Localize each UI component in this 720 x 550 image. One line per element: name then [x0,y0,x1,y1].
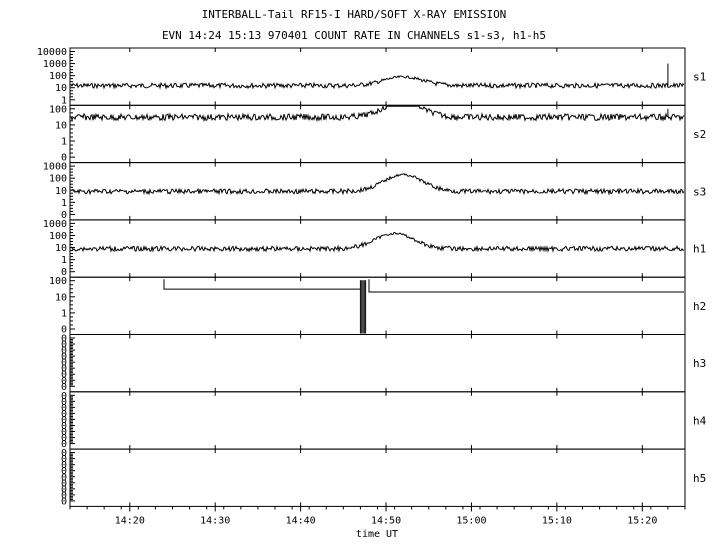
y-tick-label: 0 [61,460,67,471]
channel-label-h5: h5 [693,472,706,485]
y-tick-label: 0 [61,421,67,432]
y-tick-label: 0 [61,352,67,363]
y-tick-label: 0 [61,391,67,402]
y-tick-label: 0 [61,409,67,420]
y-tick-label: 1000 [43,162,67,173]
series-h2-step [368,279,684,293]
y-tick-label: 100 [49,174,67,185]
panel-frame [69,104,686,164]
channel-label-s1: s1 [693,71,706,84]
y-tick-label: 1000 [43,59,67,70]
x-tick-label: 14:40 [286,515,316,526]
y-tick-label: 10 [55,83,67,94]
x-axis: 14:20 14:30 14:40 14:50 15:00 15:10 15:20 [69,506,686,526]
x-tick-label: 14:30 [200,515,230,526]
channel-label-s3: s3 [693,185,706,198]
y-tick-label: 0 [61,334,67,345]
y-tick-label: 0 [61,397,67,408]
y-tick-label: 100 [49,231,67,242]
series-h2-step [163,279,361,290]
y-tick-label: 0 [61,496,67,507]
panels: 100001000100101s11001010s210001001010s31… [37,47,707,507]
y-tick-label: 10 [55,120,67,131]
chart-title: INTERBALL-Tail RF15-I HARD/SOFT X-RAY EM… [202,8,507,21]
y-tick-label: 0 [61,267,67,278]
y-tick-label: 0 [61,427,67,438]
chart-subtitle: EVN 14:24 15:13 970401 COUNT RATE IN CHA… [162,29,546,42]
y-tick-label: 0 [61,433,67,444]
y-tick-label: 0 [61,415,67,426]
y-tick-label: 1 [61,308,67,319]
y-tick-label: 1000 [43,219,67,230]
x-axis-label: time UT [356,529,398,540]
panel-frame [69,47,686,106]
y-tick-label: 0 [61,364,67,375]
y-tick-label: 0 [61,490,67,501]
y-tick-label: 0 [61,340,67,351]
y-tick-label: 0 [61,478,67,489]
x-tick-label: 15:10 [542,515,572,526]
y-tick-label: 0 [61,325,67,336]
y-tick-label: 0 [61,370,67,381]
channel-label-h2: h2 [693,300,706,313]
y-tick-label: 0 [61,376,67,387]
channel-label-h1: h1 [693,243,706,256]
y-tick-label: 0 [61,484,67,495]
y-tick-label: 100 [49,104,67,115]
series-s2 [70,105,685,123]
series-s3 [70,172,685,196]
y-tick-label: 0 [61,454,67,465]
y-tick-label: 0 [61,382,67,393]
y-tick-label: 0 [61,466,67,477]
y-tick-label: 100 [49,276,67,287]
channel-label-h3: h3 [693,357,706,370]
y-tick-label: 0 [61,153,67,164]
y-tick-label: 0 [61,346,67,357]
y-tick-label: 0 [61,439,67,450]
panel-frame [69,391,686,450]
y-tick-label: 1 [61,95,67,106]
panel-frame [69,448,686,507]
x-tick-label: 15:20 [627,515,657,526]
x-tick-label: 15:00 [456,515,486,526]
y-tick-label: 0 [61,358,67,369]
y-tick-label: 0 [61,210,67,221]
y-tick-label: 1 [61,255,67,266]
series-s1 [70,75,685,90]
channel-label-s2: s2 [693,128,706,141]
y-tick-label: 1 [61,198,67,209]
x-tick-label: 14:50 [371,515,401,526]
channel-label-h4: h4 [693,414,707,427]
y-tick-label: 10000 [37,47,67,58]
y-tick-label: 0 [61,448,67,459]
y-tick-label: 10 [55,243,67,254]
y-tick-label: 1 [61,137,67,148]
series-h1 [70,231,685,253]
y-tick-label: 100 [49,71,67,82]
y-tick-label: 0 [61,403,67,414]
panel-frame [69,276,686,336]
panel-frame [69,334,686,393]
x-tick-label: 14:20 [115,515,145,526]
y-tick-label: 10 [55,186,67,197]
y-tick-label: 0 [61,472,67,483]
y-tick-label: 10 [55,292,67,303]
